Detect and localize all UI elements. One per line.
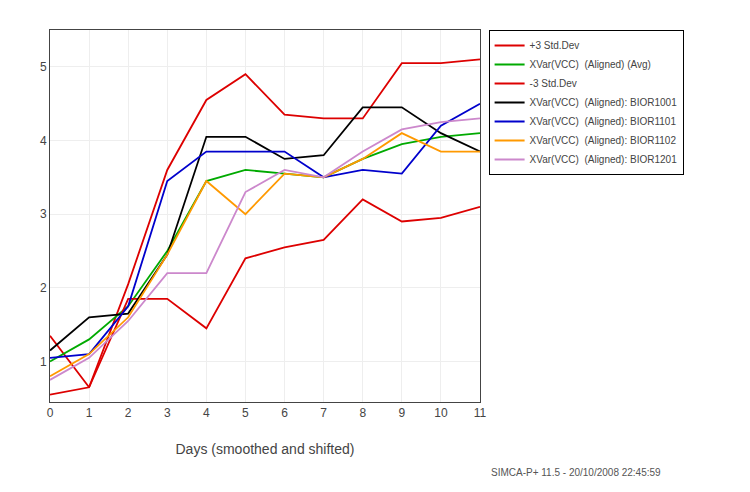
svg-text:2: 2 — [125, 406, 132, 420]
svg-text:-3 Std.Dev: -3 Std.Dev — [530, 78, 577, 89]
svg-text:3: 3 — [40, 207, 47, 221]
svg-text:XVar(VCC) (Aligned): BIOR1201: XVar(VCC) (Aligned): BIOR1201 — [530, 154, 678, 165]
svg-text:XVar(VCC) (Aligned) (Avg): XVar(VCC) (Aligned) (Avg) — [530, 59, 651, 70]
svg-text:11: 11 — [474, 406, 487, 420]
svg-text:XVar(VCC) (Aligned): BIOR1001: XVar(VCC) (Aligned): BIOR1001 — [530, 97, 678, 108]
svg-text:2: 2 — [40, 281, 47, 295]
svg-text:0: 0 — [47, 406, 54, 420]
svg-text:10: 10 — [434, 406, 448, 420]
svg-text:6: 6 — [281, 406, 288, 420]
svg-text:XVar(VCC) (Aligned): BIOR1101: XVar(VCC) (Aligned): BIOR1101 — [530, 116, 677, 127]
svg-text:+3 Std.Dev: +3 Std.Dev — [530, 40, 580, 51]
svg-text:1: 1 — [40, 355, 47, 369]
svg-text:1: 1 — [86, 406, 93, 420]
svg-text:5: 5 — [40, 60, 47, 74]
svg-text:4: 4 — [203, 406, 210, 420]
svg-text:5: 5 — [242, 406, 249, 420]
svg-text:4: 4 — [40, 134, 47, 148]
svg-text:8: 8 — [359, 406, 366, 420]
svg-text:9: 9 — [398, 406, 405, 420]
svg-text:XVar(VCC) (Aligned): BIOR1102: XVar(VCC) (Aligned): BIOR1102 — [530, 135, 677, 146]
svg-text:Days (smoothed and shifted): Days (smoothed and shifted) — [176, 441, 355, 457]
svg-text:SIMCA-P+ 11.5 - 20/10/2008 22:: SIMCA-P+ 11.5 - 20/10/2008 22:45:59 — [491, 467, 661, 478]
svg-text:3: 3 — [164, 406, 171, 420]
svg-text:7: 7 — [320, 406, 327, 420]
